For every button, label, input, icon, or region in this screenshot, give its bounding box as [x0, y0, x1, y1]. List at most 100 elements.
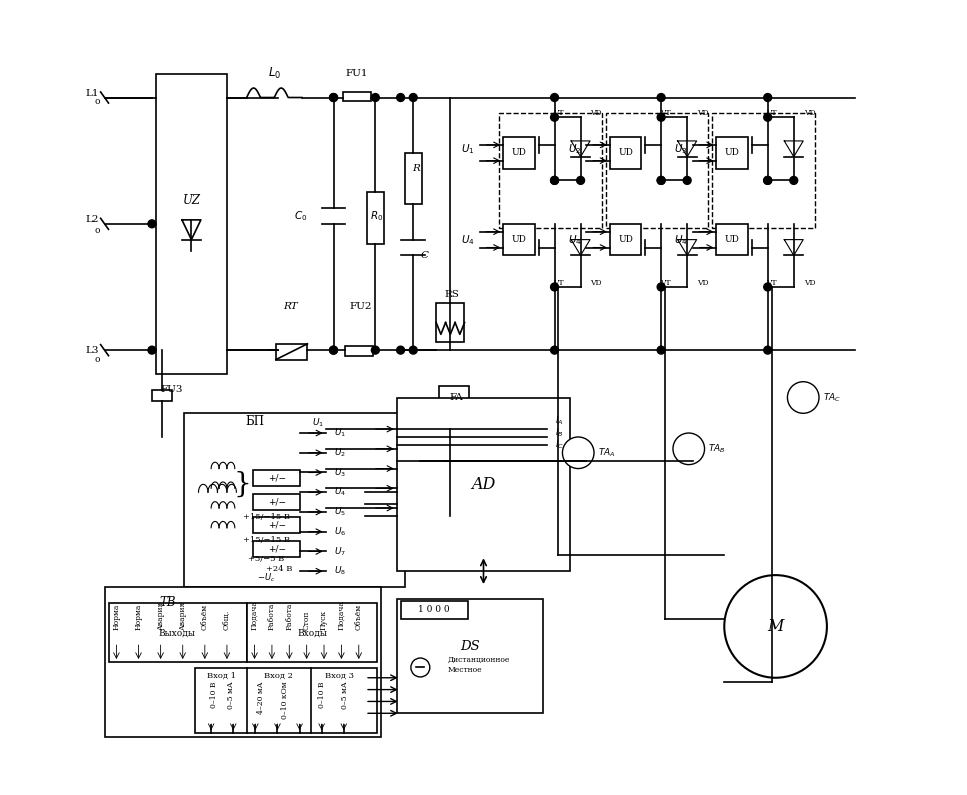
Text: UD: UD [512, 235, 526, 244]
Circle shape [658, 346, 665, 354]
Text: Авария: Авария [157, 601, 164, 630]
Text: $U_1$: $U_1$ [461, 142, 475, 156]
Circle shape [569, 444, 588, 462]
Text: 0–5 мА: 0–5 мА [227, 681, 235, 709]
Circle shape [764, 283, 772, 291]
Text: Объём: Объём [201, 604, 209, 630]
Bar [108, 603, 247, 662]
Bar [253, 541, 301, 557]
Text: +5/−5 В: +5/−5 В [249, 556, 284, 564]
Text: VD: VD [804, 279, 815, 287]
Text: VD: VD [697, 279, 709, 287]
Text: $U_4$: $U_4$ [568, 233, 581, 246]
Text: 0–10 В: 0–10 В [318, 681, 326, 708]
Text: L1: L1 [85, 89, 99, 98]
Text: $U_2$: $U_2$ [334, 447, 345, 459]
Text: UD: UD [618, 149, 633, 157]
Text: $C_0$: $C_0$ [294, 209, 308, 223]
Circle shape [396, 94, 404, 102]
Bar [195, 669, 377, 733]
Text: o: o [95, 226, 100, 235]
Text: $U_7$: $U_7$ [334, 545, 345, 557]
Circle shape [764, 176, 772, 184]
Text: $U_1$: $U_1$ [311, 417, 324, 429]
Text: +24 В: +24 В [266, 564, 293, 573]
Bar [396, 599, 542, 713]
Bar [366, 192, 384, 243]
Text: Местное: Местное [448, 666, 483, 674]
Text: Общ.: Общ. [223, 610, 231, 630]
Text: БП: БП [245, 415, 264, 428]
Circle shape [148, 220, 156, 228]
Text: Работа: Работа [285, 603, 293, 630]
Circle shape [764, 114, 772, 121]
Bar [253, 518, 301, 533]
Bar [345, 346, 373, 355]
Text: FU3: FU3 [161, 385, 183, 394]
Text: $U_1$: $U_1$ [334, 427, 345, 440]
Circle shape [563, 437, 594, 468]
Bar [610, 137, 641, 169]
Text: Вход 2: Вход 2 [264, 672, 293, 680]
Text: Выходы: Выходы [159, 628, 195, 638]
Text: Подача: Подача [337, 600, 345, 630]
Text: $U_3$: $U_3$ [674, 142, 688, 156]
Text: 0–10 кОм: 0–10 кОм [280, 681, 288, 719]
Text: +/−: +/− [268, 497, 285, 506]
Text: +15/−15 В: +15/−15 В [243, 514, 290, 522]
Text: o: o [95, 97, 100, 106]
Text: $U_4$: $U_4$ [461, 233, 475, 246]
Bar [253, 494, 301, 510]
Text: $U_6$: $U_6$ [334, 525, 346, 538]
Text: 0–5 мА: 0–5 мА [341, 681, 349, 709]
Text: Дистанционное: Дистанционное [448, 656, 511, 664]
Circle shape [679, 440, 698, 458]
Text: $I_B$: $I_B$ [554, 427, 563, 440]
Text: $TA_A$: $TA_A$ [598, 447, 616, 459]
Text: DS: DS [460, 640, 480, 653]
Circle shape [684, 176, 691, 184]
Bar [104, 587, 381, 737]
Text: VD: VD [591, 279, 602, 287]
Circle shape [764, 346, 772, 354]
Text: +15/−15 В: +15/−15 В [243, 536, 290, 544]
Text: L3: L3 [85, 346, 99, 355]
Bar [396, 398, 571, 571]
Text: $U_3$: $U_3$ [334, 466, 345, 479]
Text: $I_A$: $I_A$ [554, 415, 563, 428]
Circle shape [658, 283, 665, 291]
Text: ТВ: ТВ [160, 596, 176, 609]
Bar [152, 390, 172, 401]
Circle shape [330, 94, 337, 102]
Text: VD: VD [804, 109, 815, 118]
Circle shape [409, 346, 417, 354]
Text: RS: RS [445, 290, 459, 300]
Text: VT: VT [553, 109, 564, 118]
Circle shape [396, 346, 404, 354]
Text: VT: VT [766, 109, 777, 118]
Text: VT: VT [553, 279, 564, 287]
Circle shape [411, 658, 429, 677]
Circle shape [724, 575, 827, 678]
Text: $U_8$: $U_8$ [334, 565, 345, 577]
Circle shape [658, 176, 665, 184]
Text: $I_C$: $I_C$ [554, 439, 564, 451]
Circle shape [371, 94, 379, 102]
Circle shape [550, 283, 559, 291]
Circle shape [576, 176, 584, 184]
Text: 4–20 мА: 4–20 мА [257, 681, 265, 714]
Text: Пуск: Пуск [320, 611, 328, 630]
Circle shape [764, 94, 772, 102]
Text: Норма: Норма [134, 604, 142, 630]
Bar [717, 137, 747, 169]
Text: $TA_C$: $TA_C$ [823, 391, 841, 404]
Text: UZ: UZ [183, 194, 200, 207]
Text: Вход 1: Вход 1 [207, 672, 236, 680]
Text: UD: UD [724, 149, 740, 157]
Text: R: R [413, 164, 421, 173]
Text: Входы: Входы [297, 628, 327, 638]
Text: UD: UD [618, 235, 633, 244]
Text: VT: VT [766, 279, 777, 287]
Bar [247, 603, 377, 662]
Circle shape [371, 346, 379, 354]
